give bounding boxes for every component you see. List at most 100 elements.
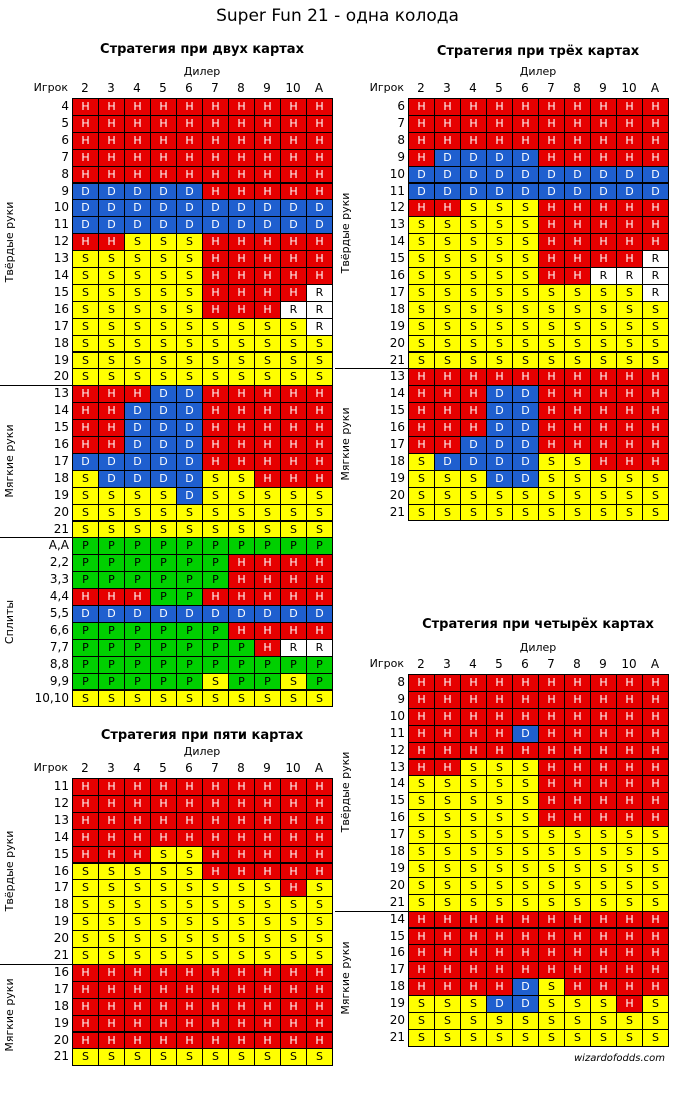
strategy-cell: S	[486, 843, 513, 861]
strategy-cell: H	[150, 1014, 177, 1033]
two-cards-row-label: 4	[61, 99, 69, 113]
strategy-cell: H	[642, 402, 669, 421]
strategy-cell: S	[306, 334, 333, 353]
strategy-cell: S	[512, 334, 539, 353]
strategy-cell: S	[228, 334, 255, 353]
three-cards-col-2: 2	[417, 81, 425, 95]
strategy-cell: S	[72, 520, 99, 539]
strategy-cell: H	[228, 621, 255, 640]
strategy-cell: H	[124, 980, 151, 999]
strategy-cell: S	[306, 947, 333, 965]
strategy-cell: S	[486, 300, 513, 319]
strategy-cell: H	[486, 690, 513, 709]
strategy-cell: S	[150, 233, 177, 252]
strategy-cell: H	[202, 300, 229, 319]
strategy-cell: H	[202, 794, 229, 813]
strategy-cell: H	[564, 690, 591, 709]
strategy-cell: R	[306, 638, 333, 657]
four-cards-row-label: 10	[389, 708, 405, 723]
strategy-cell: P	[72, 571, 99, 590]
two-cards-row-label: 5,5	[49, 606, 69, 620]
strategy-cell: H	[280, 114, 307, 133]
strategy-cell: S	[150, 845, 177, 864]
strategy-cell: P	[176, 621, 203, 640]
strategy-cell: D	[642, 165, 669, 184]
strategy-cell: H	[538, 724, 565, 743]
strategy-cell: D	[150, 402, 177, 421]
strategy-cell: H	[616, 199, 643, 218]
strategy-cell: H	[408, 927, 435, 946]
strategy-cell: R	[590, 267, 617, 285]
strategy-cell: S	[460, 250, 487, 268]
strategy-cell: D	[124, 182, 151, 201]
page-title: Super Fun 21 - одна колода	[216, 6, 459, 26]
strategy-cell: H	[538, 674, 565, 692]
strategy-cell: H	[306, 436, 333, 454]
three-cards-row-label: 17	[389, 284, 405, 299]
strategy-cell: S	[590, 843, 617, 861]
strategy-cell: H	[280, 845, 307, 864]
strategy-cell: S	[512, 758, 539, 777]
strategy-cell: S	[434, 351, 461, 370]
strategy-cell: H	[228, 233, 255, 252]
strategy-cell: H	[176, 1014, 203, 1033]
strategy-cell: S	[512, 843, 539, 861]
strategy-cell: H	[280, 385, 307, 404]
strategy-cell: S	[460, 876, 487, 895]
strategy-cell: H	[434, 199, 461, 218]
strategy-cell: H	[202, 452, 229, 471]
strategy-cell: H	[434, 402, 461, 421]
strategy-cell: S	[486, 351, 513, 370]
strategy-cell: H	[228, 963, 255, 982]
strategy-cell: S	[150, 368, 177, 387]
three-cards-row-label: 15	[389, 251, 405, 266]
strategy-cell: P	[124, 621, 151, 640]
strategy-cell: H	[72, 963, 99, 982]
strategy-cell: R	[280, 638, 307, 657]
strategy-cell: D	[124, 199, 151, 218]
strategy-cell: H	[616, 131, 643, 150]
strategy-cell: H	[124, 997, 151, 1016]
strategy-cell: S	[538, 978, 565, 997]
strategy-cell: H	[434, 419, 461, 437]
strategy-cell: H	[124, 963, 151, 982]
strategy-cell: S	[590, 351, 617, 370]
strategy-cell: H	[98, 148, 125, 167]
strategy-cell: H	[280, 250, 307, 268]
strategy-cell: H	[590, 402, 617, 421]
strategy-cell: D	[254, 605, 281, 623]
strategy-cell: S	[202, 689, 229, 708]
strategy-cell: S	[434, 893, 461, 912]
strategy-cell: S	[176, 947, 203, 965]
four-cards-col-6: 6	[521, 657, 529, 671]
strategy-cell: H	[564, 910, 591, 929]
strategy-cell: H	[254, 794, 281, 813]
two-cards-row-label: 12	[53, 234, 69, 249]
strategy-cell: D	[512, 385, 539, 404]
two-cards-row-label: 2,2	[49, 555, 69, 570]
strategy-cell: S	[460, 893, 487, 912]
strategy-cell: S	[460, 351, 487, 370]
strategy-cell: H	[538, 944, 565, 963]
strategy-cell: S	[512, 792, 539, 811]
two-cards-row-label: 19	[53, 487, 69, 502]
strategy-cell: H	[642, 741, 669, 760]
strategy-cell: H	[306, 402, 333, 421]
strategy-cell: S	[124, 862, 151, 881]
strategy-cell: S	[564, 1012, 591, 1030]
strategy-cell: H	[460, 674, 487, 692]
strategy-cell: H	[306, 963, 333, 982]
strategy-cell: S	[124, 250, 151, 268]
strategy-cell: H	[202, 828, 229, 847]
strategy-cell: R	[280, 300, 307, 319]
strategy-cell: H	[512, 707, 539, 726]
strategy-cell: S	[72, 300, 99, 319]
strategy-cell: H	[590, 775, 617, 794]
strategy-cell: P	[124, 672, 151, 691]
strategy-cell: H	[642, 758, 669, 777]
strategy-cell: S	[538, 486, 565, 505]
strategy-cell: H	[72, 1031, 99, 1050]
three-cards-row-label: 16	[389, 268, 405, 282]
strategy-cell: S	[642, 300, 669, 319]
strategy-cell: S	[306, 351, 333, 370]
